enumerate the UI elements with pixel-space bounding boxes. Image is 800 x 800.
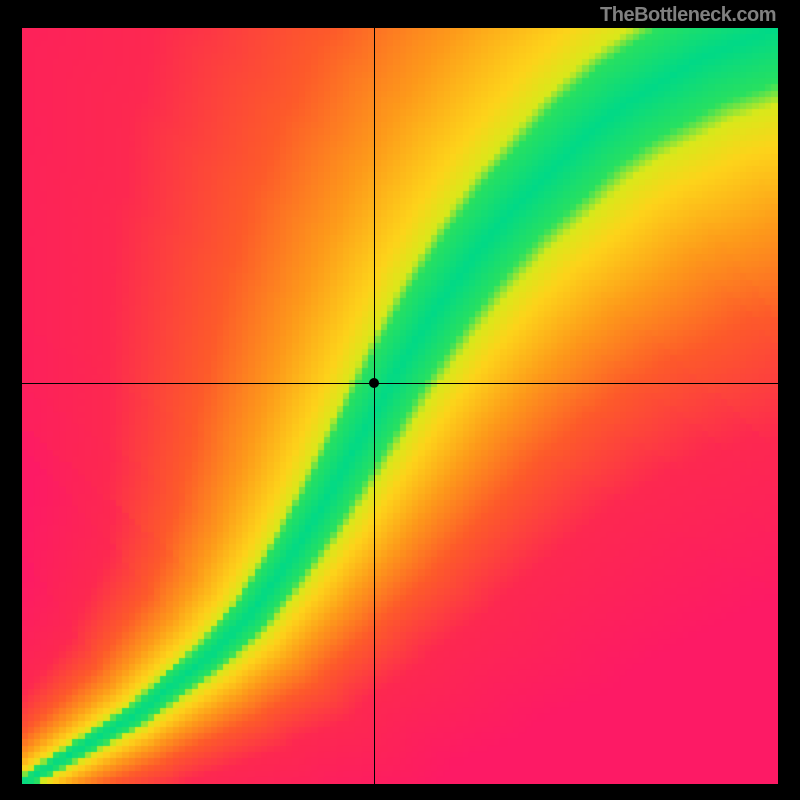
- heatmap-canvas: [22, 28, 778, 784]
- crosshair-vertical: [374, 28, 375, 784]
- crosshair-horizontal: [22, 383, 778, 384]
- marker-point: [369, 378, 379, 388]
- plot-area: [22, 28, 778, 784]
- watermark-text: TheBottleneck.com: [600, 4, 776, 27]
